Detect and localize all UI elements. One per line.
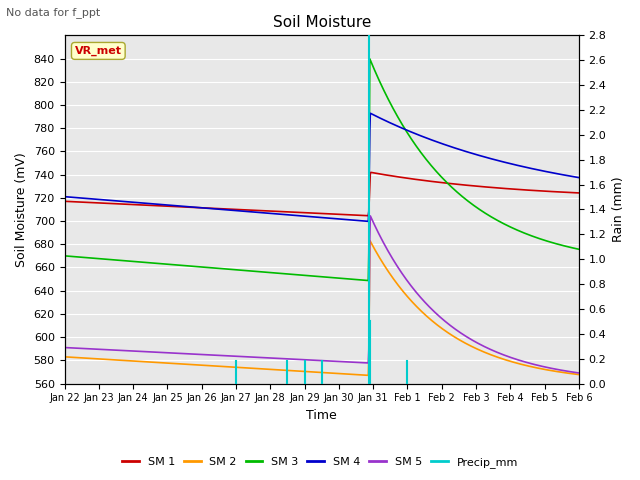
Y-axis label: Soil Moisture (mV): Soil Moisture (mV): [15, 152, 28, 267]
Text: VR_met: VR_met: [75, 46, 122, 56]
Legend: SM 1, SM 2, SM 3, SM 4, SM 5, Precip_mm: SM 1, SM 2, SM 3, SM 4, SM 5, Precip_mm: [118, 452, 522, 472]
Text: No data for f_ppt: No data for f_ppt: [6, 7, 100, 18]
Title: Soil Moisture: Soil Moisture: [273, 15, 371, 30]
Y-axis label: Rain (mm): Rain (mm): [612, 177, 625, 242]
X-axis label: Time: Time: [307, 409, 337, 422]
